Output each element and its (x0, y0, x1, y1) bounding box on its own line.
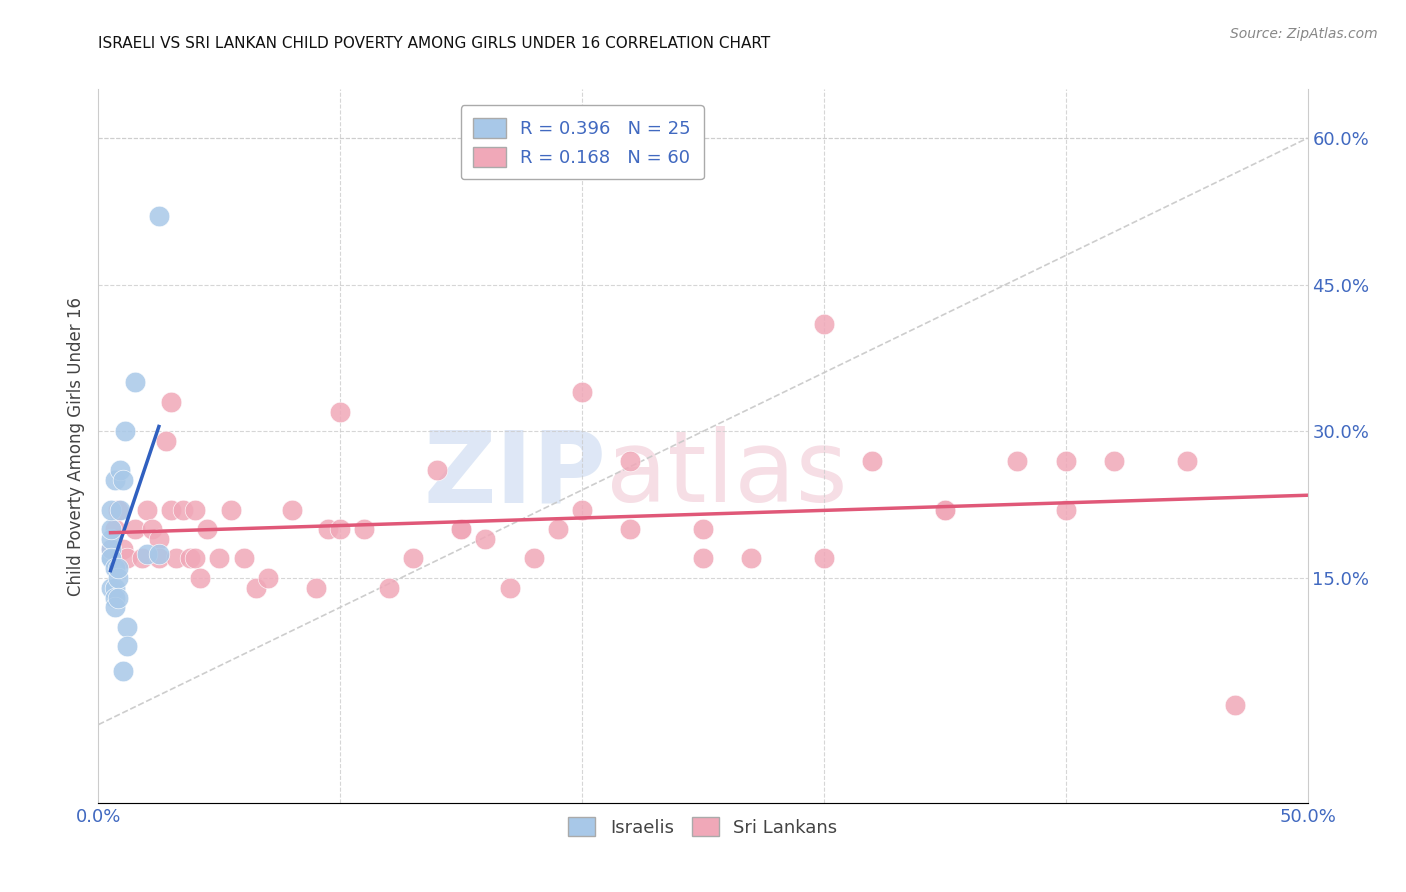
Point (498, 581, 520, 595)
Point (108, 502, 131, 516)
Point (281, 502, 304, 516)
Point (148, 551, 170, 566)
Point (474, 532, 496, 546)
Point (100, 502, 122, 516)
Point (813, 317, 835, 331)
Point (107, 591, 129, 605)
Point (111, 541, 134, 556)
Point (232, 551, 254, 566)
Point (104, 473, 127, 487)
Point (124, 376, 146, 390)
Point (124, 522, 146, 536)
Point (172, 502, 194, 516)
Point (104, 522, 127, 536)
Point (450, 522, 472, 536)
Text: atlas: atlas (606, 426, 848, 523)
Point (813, 551, 835, 566)
Point (619, 453, 641, 467)
Point (1054, 453, 1077, 467)
Point (1007, 453, 1029, 467)
Point (860, 453, 883, 467)
Point (100, 541, 122, 556)
Point (184, 502, 207, 516)
Point (104, 600, 127, 615)
Point (160, 395, 183, 409)
Point (353, 522, 375, 536)
Legend: Israelis, Sri Lankans: Israelis, Sri Lankans (561, 810, 845, 844)
Point (1102, 453, 1125, 467)
Point (104, 581, 127, 595)
Point (100, 551, 122, 566)
Point (450, 522, 472, 536)
Point (100, 532, 122, 546)
Point (165, 551, 187, 566)
Point (111, 473, 134, 487)
Point (245, 581, 267, 595)
Text: Source: ZipAtlas.com: Source: ZipAtlas.com (1230, 27, 1378, 41)
Point (547, 522, 569, 536)
Point (117, 620, 139, 634)
Point (100, 581, 122, 595)
Point (934, 502, 956, 516)
Point (256, 571, 278, 585)
Point (316, 522, 339, 536)
Point (195, 522, 218, 536)
Point (100, 522, 122, 536)
Point (108, 463, 131, 477)
Point (155, 434, 177, 449)
Point (692, 551, 714, 566)
Point (305, 581, 328, 595)
Point (571, 502, 593, 516)
Point (377, 581, 399, 595)
Point (148, 547, 170, 561)
Point (1054, 502, 1077, 516)
Point (740, 551, 762, 566)
Point (131, 551, 153, 566)
Point (426, 463, 449, 477)
Point (107, 561, 129, 575)
Point (104, 561, 127, 575)
Point (160, 502, 183, 516)
Text: ZIP: ZIP (423, 426, 606, 523)
Point (1223, 698, 1246, 712)
Point (100, 541, 122, 556)
Point (107, 502, 129, 516)
Point (221, 502, 243, 516)
Point (208, 551, 231, 566)
Point (1175, 453, 1198, 467)
Text: ISRAELI VS SRI LANKAN CHILD POVERTY AMONG GIRLS UNDER 16 CORRELATION CHART: ISRAELI VS SRI LANKAN CHILD POVERTY AMON… (98, 36, 770, 51)
Point (184, 551, 207, 566)
Point (692, 522, 714, 536)
Point (571, 385, 593, 400)
Point (179, 551, 201, 566)
Point (523, 551, 546, 566)
Point (111, 664, 134, 678)
Point (104, 591, 127, 605)
Point (117, 640, 139, 654)
Point (934, 502, 956, 516)
Point (114, 425, 136, 439)
Point (402, 551, 425, 566)
Point (117, 551, 139, 566)
Point (329, 405, 352, 419)
Point (135, 547, 157, 561)
Point (148, 532, 170, 546)
Point (135, 502, 157, 516)
Point (148, 209, 170, 223)
Point (619, 522, 641, 536)
Point (107, 571, 129, 585)
Point (329, 522, 352, 536)
Point (100, 551, 122, 566)
Point (188, 571, 211, 585)
Point (141, 522, 163, 536)
Y-axis label: Child Poverty Among Girls Under 16: Child Poverty Among Girls Under 16 (66, 296, 84, 596)
